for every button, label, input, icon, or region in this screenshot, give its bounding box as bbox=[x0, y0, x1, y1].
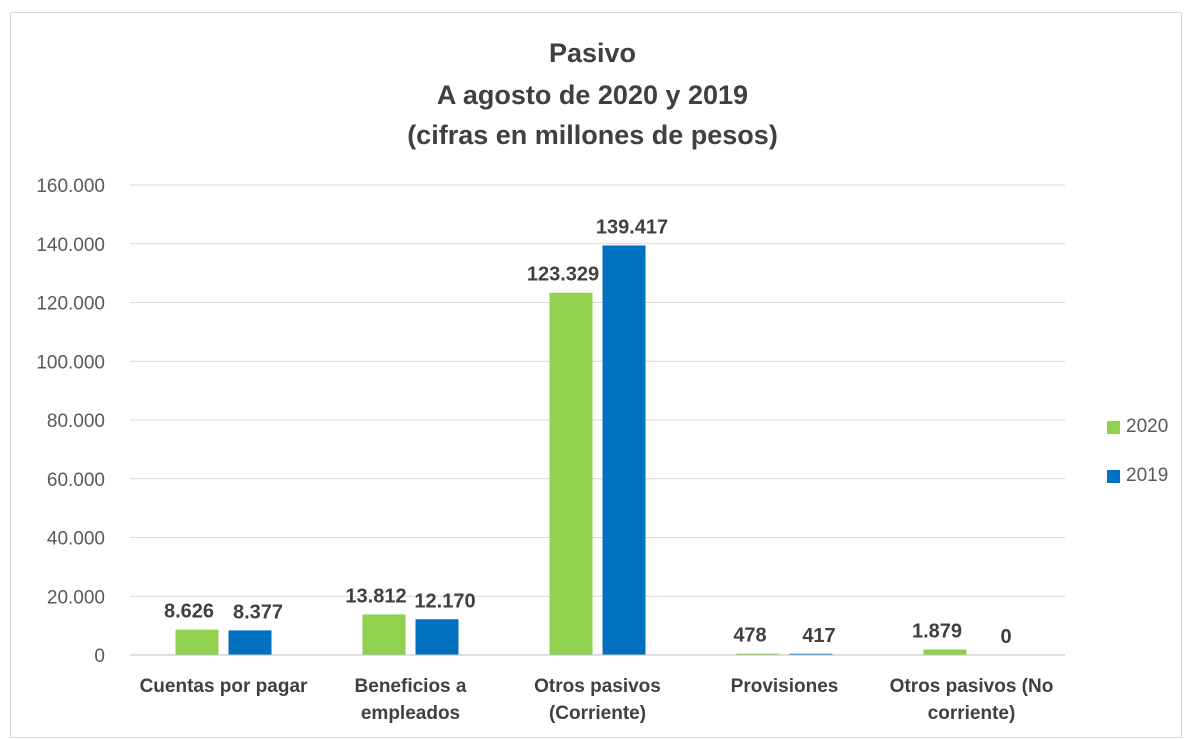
legend-swatch-2020 bbox=[1107, 420, 1120, 434]
bar-2020 bbox=[362, 614, 406, 655]
chart-frame bbox=[10, 12, 1182, 738]
x-category-label: corriente) bbox=[928, 703, 1016, 724]
x-category-label: Provisiones bbox=[731, 676, 839, 697]
y-tick-label: 0 bbox=[94, 646, 105, 667]
bar-2019 bbox=[602, 245, 646, 655]
y-tick-label: 160.000 bbox=[36, 176, 105, 197]
x-category-label: Cuentas por pagar bbox=[140, 676, 308, 697]
x-category-label: Otros pasivos bbox=[534, 676, 661, 697]
legend-label-2019: 2019 bbox=[1126, 465, 1169, 486]
data-label-2019: 139.417 bbox=[596, 216, 668, 238]
legend-swatch-2019 bbox=[1107, 469, 1120, 483]
data-label-2020: 478 bbox=[733, 625, 766, 647]
x-category-label: Otros pasivos (No bbox=[890, 676, 1054, 697]
y-tick-label: 80.000 bbox=[47, 411, 105, 432]
y-tick-label: 40.000 bbox=[47, 529, 105, 550]
data-label-2020: 13.812 bbox=[345, 585, 406, 607]
chart-units-note: (cifras en millones de pesos) bbox=[407, 120, 778, 150]
y-tick-label: 20.000 bbox=[47, 587, 105, 608]
y-tick-label: 120.000 bbox=[36, 294, 105, 315]
chart-subtitle: A agosto de 2020 y 2019 bbox=[436, 80, 749, 110]
y-tick-label: 100.000 bbox=[36, 352, 105, 373]
legend-label-2020: 2020 bbox=[1126, 416, 1169, 437]
data-label-2020: 8.626 bbox=[164, 601, 214, 623]
data-label-2020: 1.879 bbox=[912, 620, 962, 642]
chart-title: Pasivo bbox=[548, 38, 637, 68]
data-label-2019: 12.170 bbox=[414, 590, 475, 612]
legend-item-2019: 2019 bbox=[1107, 465, 1168, 487]
data-label-2019: 0 bbox=[1000, 626, 1011, 648]
bar-2019 bbox=[415, 619, 459, 655]
y-tick-label: 140.000 bbox=[36, 235, 105, 256]
y-tick-label: 60.000 bbox=[47, 470, 105, 491]
bar-2020 bbox=[175, 629, 219, 655]
bar-2020 bbox=[736, 653, 780, 655]
data-label-2019: 8.377 bbox=[233, 601, 283, 623]
data-label-2019: 417 bbox=[802, 625, 835, 647]
bar-2019 bbox=[789, 653, 833, 655]
x-category-label: empleados bbox=[361, 703, 460, 724]
bar-2020 bbox=[923, 649, 967, 655]
legend-item-2020: 2020 bbox=[1107, 416, 1168, 438]
data-label-2020: 123.329 bbox=[527, 264, 599, 286]
bar-2019 bbox=[228, 630, 272, 655]
x-category-label: (Corriente) bbox=[549, 703, 646, 724]
bar-2020 bbox=[549, 292, 593, 655]
x-category-label: Beneficios a bbox=[355, 676, 467, 697]
